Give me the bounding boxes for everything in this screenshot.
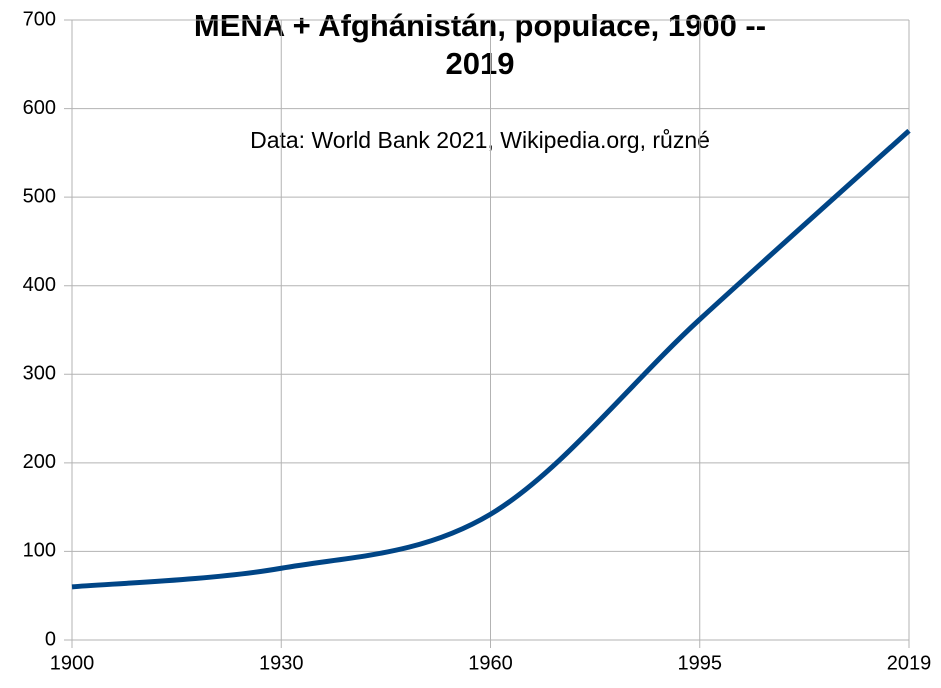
x-tick-label: 1900 xyxy=(50,652,95,674)
x-tick-label: 1930 xyxy=(259,652,304,674)
chart-title-line: MENA + Afghánistán, populace, 1900 -- xyxy=(194,8,766,43)
y-tick-label: 400 xyxy=(23,274,56,296)
y-tick-label: 700 xyxy=(23,8,56,30)
chart-subtitle: Data: World Bank 2021, Wikipedia.org, rů… xyxy=(250,127,710,153)
x-tick-label: 1960 xyxy=(468,652,513,674)
y-tick-label: 500 xyxy=(23,185,56,207)
x-tick-label: 1995 xyxy=(678,652,723,674)
y-tick-label: 600 xyxy=(23,97,56,119)
line-series xyxy=(71,128,911,590)
y-tick-label: 0 xyxy=(45,628,56,650)
y-tick-label: 200 xyxy=(23,451,56,473)
chart-title-line: 2019 xyxy=(446,46,515,81)
y-tick-label: 100 xyxy=(23,540,56,562)
y-tick-label: 300 xyxy=(23,363,56,385)
x-tick-label: 2019 xyxy=(887,652,932,674)
